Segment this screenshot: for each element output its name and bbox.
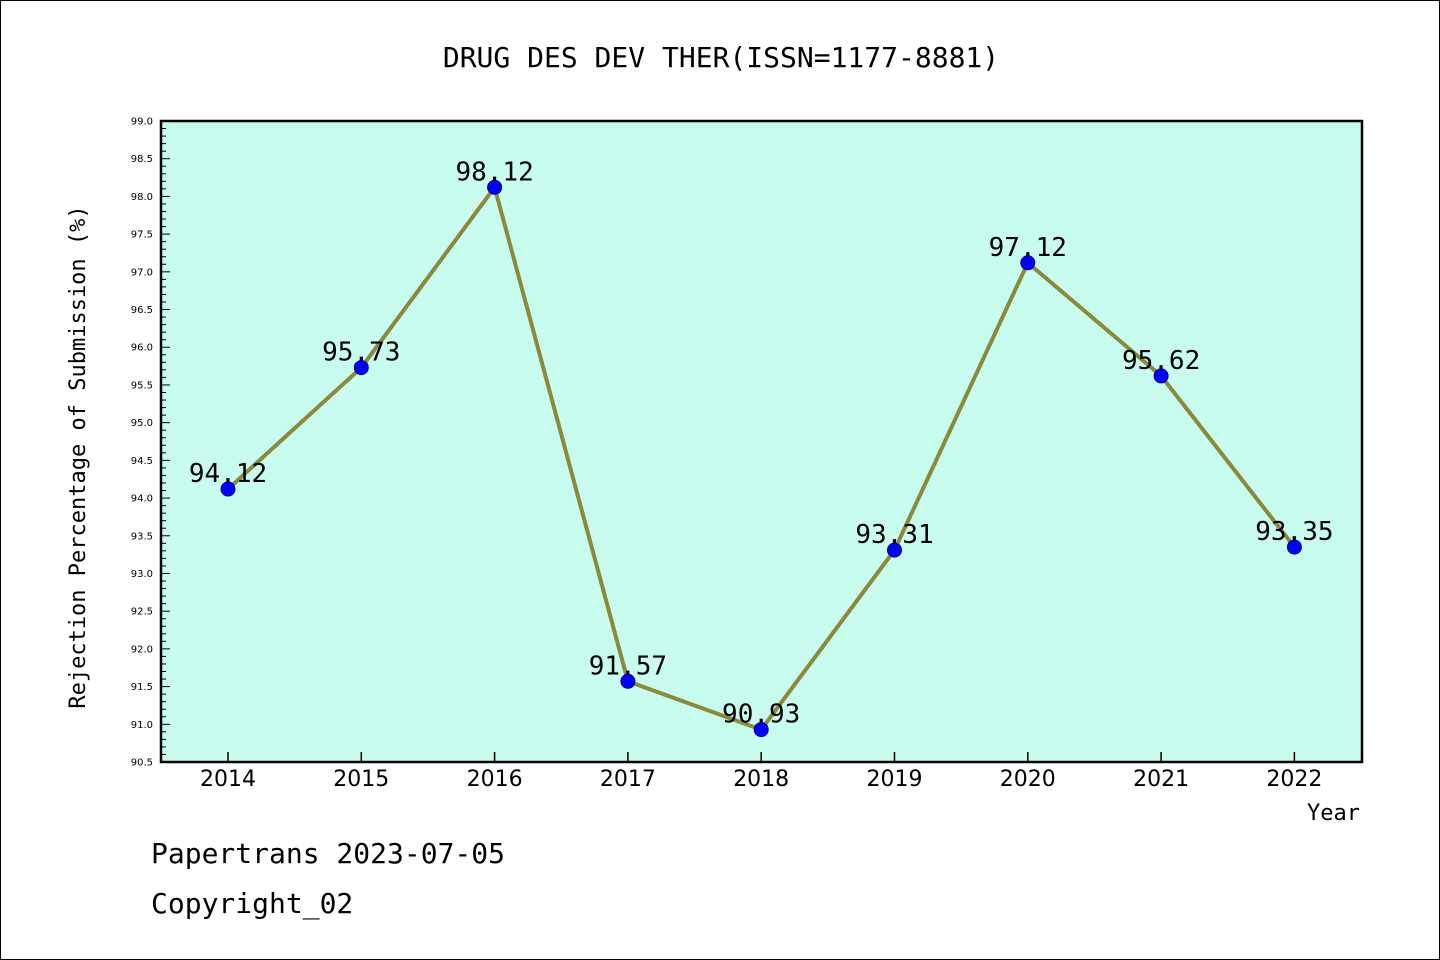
footer-date: Papertrans 2023-07-05 <box>151 837 506 870</box>
y-tick-label: 94.5 <box>131 456 153 467</box>
data-label: 98.12 <box>455 157 533 187</box>
y-tick-label: 94.0 <box>131 494 153 505</box>
y-tick-label: 91.0 <box>131 720 153 731</box>
y-tick-label: 92.0 <box>131 644 153 655</box>
y-tick-label: 93.5 <box>131 531 153 542</box>
y-tick-label: 95.0 <box>131 418 153 429</box>
x-axis: 2014 2015 2016 2017 2018 2019 2020 2021 2022 <box>200 752 1322 792</box>
y-tick-label: 99.0 <box>131 117 153 128</box>
y-tick-label: 90.5 <box>131 758 153 769</box>
data-label: 94.12 <box>189 459 267 489</box>
data-label: 93.31 <box>855 520 933 550</box>
x-tick-label: 2015 <box>333 767 389 792</box>
y-tick-label: 96.5 <box>131 305 153 316</box>
data-point-marker <box>220 481 236 497</box>
x-axis-label: Year <box>1307 801 1360 826</box>
y-tick-label: 97.0 <box>131 267 153 278</box>
y-tick-label: 91.5 <box>131 682 153 693</box>
x-tick-label: 2021 <box>1133 767 1189 792</box>
data-label: 97.12 <box>989 233 1067 263</box>
x-tick-label: 2017 <box>600 767 656 792</box>
x-tick-label: 2018 <box>733 767 789 792</box>
data-label: 95.73 <box>322 338 400 368</box>
data-point-marker <box>1153 368 1169 384</box>
x-tick-label: 2016 <box>467 767 523 792</box>
x-tick-label: 2019 <box>867 767 923 792</box>
plot-area <box>159 119 1364 764</box>
y-tick-label: 95.5 <box>131 380 153 391</box>
data-point-marker <box>620 673 636 689</box>
data-label: 95.62 <box>1122 346 1200 376</box>
x-tick-label: 2014 <box>200 767 256 792</box>
y-tick-label: 98.5 <box>131 154 153 165</box>
data-labels: 94.12 95.73 98.12 91.57 90.93 93.31 97.12 95.62… <box>189 157 1334 729</box>
x-tick-label: 2022 <box>1266 767 1322 792</box>
y-tick-label: 98.0 <box>131 192 153 203</box>
chart-title: DRUG DES DEV THER(ISSN=1177-8881) <box>443 41 999 74</box>
data-point-marker <box>1286 539 1302 555</box>
y-tick-label: 96.0 <box>131 343 153 354</box>
data-point-marker <box>1020 255 1036 271</box>
y-tick-label: 92.5 <box>131 607 153 618</box>
data-point-marker <box>753 722 769 738</box>
y-axis: 90.5 91.0 91.5 92.0 92.5 93.0 93.5 94.0 94.5 95.0… <box>131 117 170 769</box>
x-tick-label: 2020 <box>1000 767 1056 792</box>
data-label: 90.93 <box>722 700 800 730</box>
data-point-marker <box>353 360 369 376</box>
y-axis-label: Rejection Percentage of Submission (%) <box>66 205 91 708</box>
data-point-marker <box>487 179 503 195</box>
data-point-marker <box>887 542 902 558</box>
y-tick-label: 93.0 <box>131 569 153 580</box>
y-tick-label: 97.5 <box>131 230 153 241</box>
data-label: 93.35 <box>1255 517 1333 547</box>
data-label: 91.57 <box>589 651 667 681</box>
footer-copyright: Copyright_02 <box>151 887 354 920</box>
series-markers <box>220 179 1302 738</box>
